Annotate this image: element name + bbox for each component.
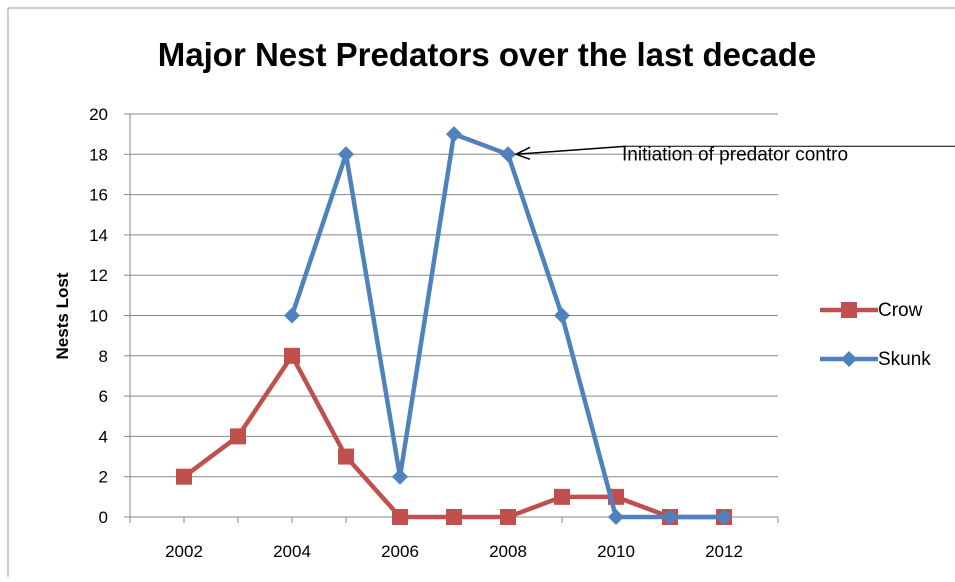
series-line-skunk [289,131,724,520]
skunk-point-2005 [338,146,354,163]
chart-title: Major Nest Predators over the last decad… [158,36,816,73]
skunk-point-2007 [446,126,462,143]
annotation-layer: Initiation of predator contro [514,144,955,165]
series-skunk [284,126,732,525]
annotation-arrow-line [515,145,627,156]
crow-point-2005 [338,448,354,465]
skunk-point-2004 [284,307,300,324]
x-tick-label-2006: 2006 [381,542,419,561]
x-tick-labels: 2002 2004 2006 2008 2010 2012 [165,542,743,561]
y-tick-label-0: 0 [99,508,108,527]
y-tick-label-18: 18 [89,145,108,164]
legend-swatch-marker-skunk [841,351,857,367]
crow-point-2008 [500,509,516,525]
crow-point-2002 [176,468,192,485]
legend-label-skunk: Skunk [878,349,931,370]
x-tick-label-2004: 2004 [273,542,311,561]
y-tick-label-2: 2 [99,468,108,487]
skunk-point-2009 [554,307,570,324]
skunk-point-2006 [392,468,408,485]
crow-point-2003 [230,428,246,445]
x-tick-label-2008: 2008 [489,542,527,561]
y-tick-labels: 0 2 4 6 8 10 12 14 16 18 20 [89,105,108,527]
legend-swatch-marker-crow [841,302,857,318]
skunk-point-2011 [662,509,678,525]
legend: Crow Skunk [820,300,931,370]
legend-label-crow: Crow [878,300,923,321]
crow-point-2009 [554,488,570,505]
legend-item-skunk: Skunk [820,349,931,370]
y-tick-label-20: 20 [89,105,108,124]
x-tick-label-2002: 2002 [165,542,203,561]
crow-point-2004 [284,347,300,364]
series-layer [176,126,732,525]
y-tick-label-14: 14 [89,226,108,245]
x-tick-label-2010: 2010 [597,542,635,561]
skunk-point-2012 [716,509,732,525]
y-tick-label-6: 6 [99,387,108,406]
legend-item-crow: Crow [820,300,923,321]
annotation-text: Initiation of predator contro [622,144,848,165]
gridlines [124,113,779,523]
crow-point-2007 [446,509,462,525]
y-tick-label-12: 12 [89,266,108,285]
y-tick-label-4: 4 [99,427,108,446]
skunk-point-2010 [608,509,624,525]
annotation-arrowhead [514,146,531,161]
x-tick-label-2012: 2012 [705,542,743,561]
y-tick-label-10: 10 [89,307,108,326]
skunk-point-2008 [500,146,516,163]
y-tick-label-16: 16 [89,186,108,205]
y-axis-label: Nests Lost [53,272,72,359]
crow-point-2006 [392,509,408,525]
y-tick-label-8: 8 [99,347,108,366]
